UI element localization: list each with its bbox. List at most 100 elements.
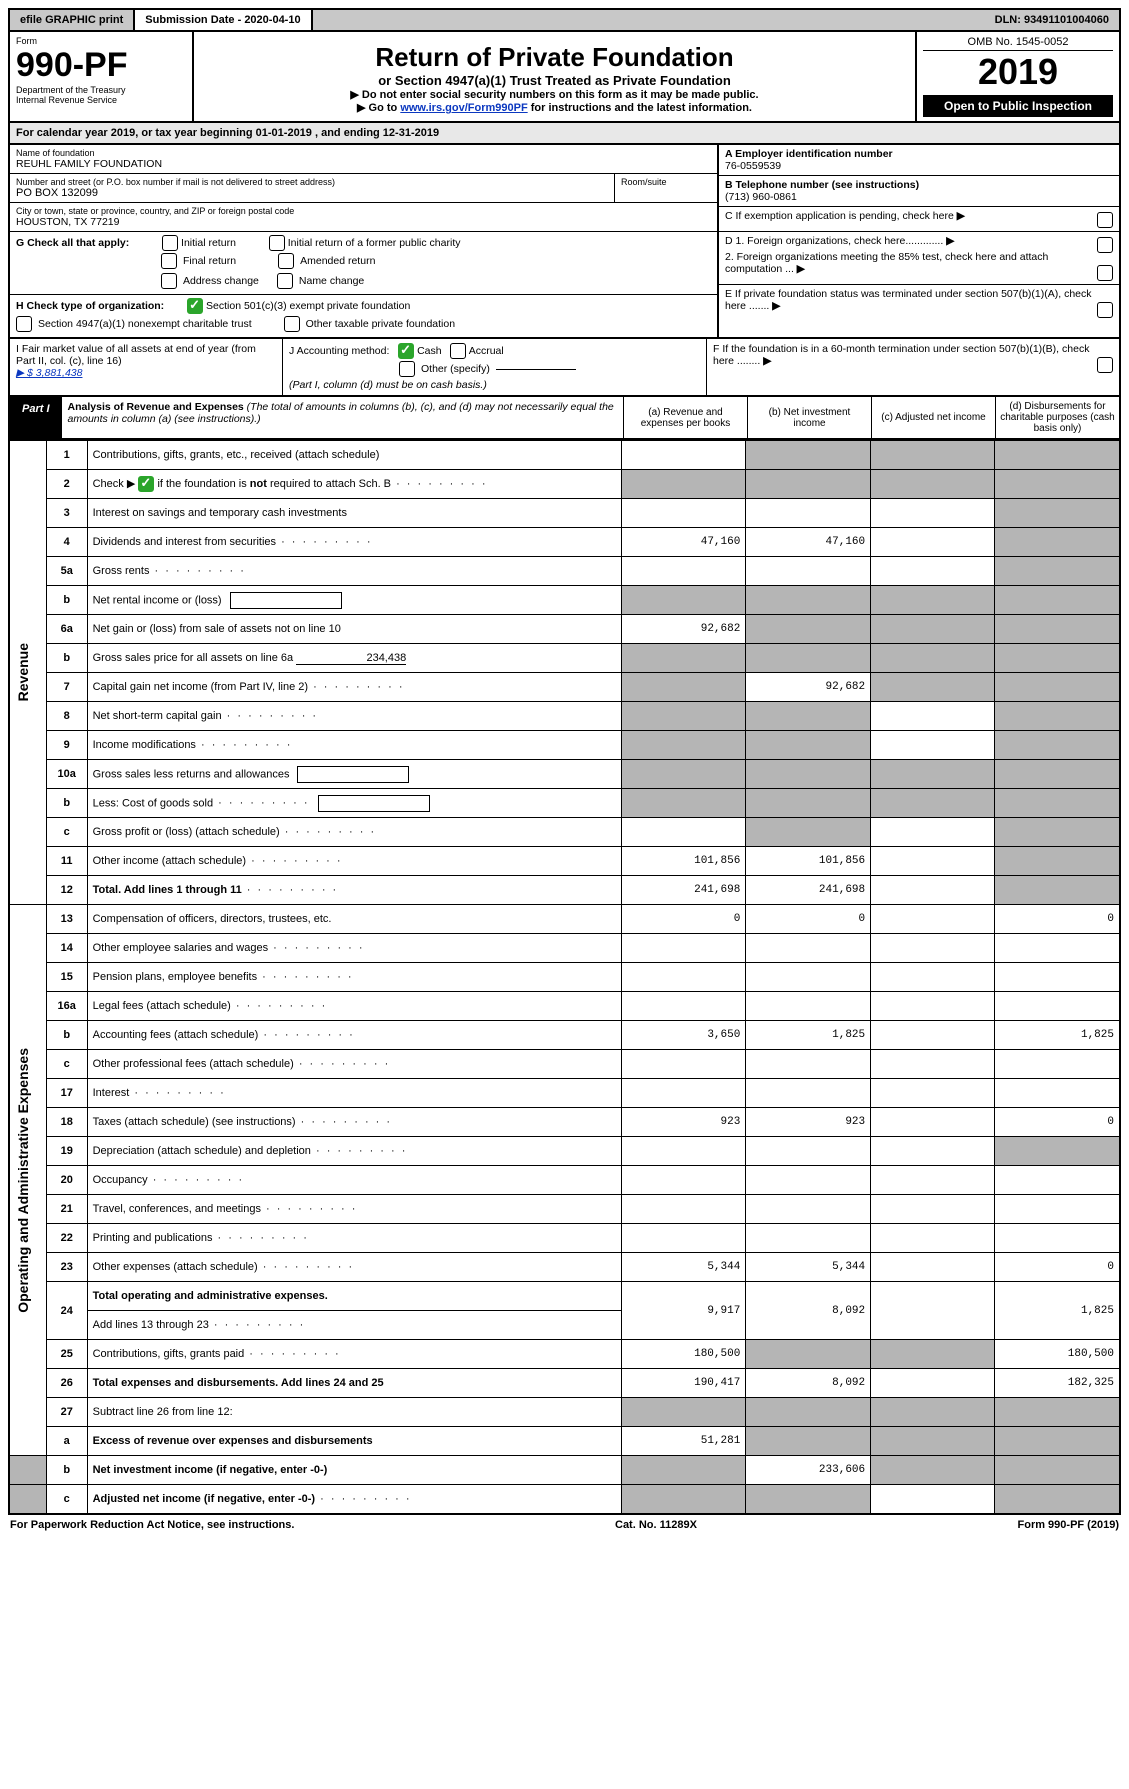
arrow-icon: ▶ [946, 235, 954, 247]
checkbox-501c3[interactable] [187, 298, 203, 314]
checkbox-507b1a[interactable] [1097, 302, 1113, 318]
year-cell: OMB No. 1545-0052 2019 Open to Public In… [917, 32, 1119, 121]
room-cell: Room/suite [614, 174, 717, 203]
val-11a: 101,856 [621, 847, 746, 876]
footer-left: For Paperwork Reduction Act Notice, see … [10, 1519, 294, 1531]
footer-right: Form 990-PF (2019) [1018, 1519, 1119, 1531]
val-16bd: 1,825 [995, 1021, 1120, 1050]
line-desc: Taxes (attach schedule) (see instruction… [87, 1108, 621, 1137]
part1-table: Revenue 1 Contributions, gifts, grants, … [8, 440, 1121, 1515]
checkbox-sch-b-not-required[interactable] [138, 476, 154, 492]
telephone-cell: B Telephone number (see instructions) (7… [719, 176, 1119, 207]
checkbox-initial-return[interactable] [162, 235, 178, 251]
dln-label: DLN: 93491101004060 [985, 10, 1119, 30]
line-desc: Pension plans, employee benefits [87, 963, 621, 992]
line-desc: Net rental income or (loss) [87, 586, 621, 615]
table-row: cOther professional fees (attach schedul… [9, 1050, 1120, 1079]
g-initial: Initial return [181, 237, 236, 249]
line-no: 1 [46, 441, 87, 470]
h-4947: Section 4947(a)(1) nonexempt charitable … [38, 318, 252, 330]
table-row: 19Depreciation (attach schedule) and dep… [9, 1137, 1120, 1166]
j-label: J Accounting method: [289, 345, 389, 357]
checkbox-4947[interactable] [16, 316, 32, 332]
table-row: 10aGross sales less returns and allowanc… [9, 760, 1120, 789]
checkbox-cash[interactable] [398, 343, 414, 359]
city-value: HOUSTON, TX 77219 [16, 216, 711, 228]
val-16ba: 3,650 [621, 1021, 746, 1050]
arrow-icon: ▶ [772, 300, 780, 312]
val-23b: 5,344 [746, 1253, 871, 1282]
val-12a: 241,698 [621, 876, 746, 905]
c-label: C If exemption application is pending, c… [725, 210, 954, 222]
line-desc: Interest [87, 1079, 621, 1108]
note-ssn: ▶ Do not enter social security numbers o… [200, 88, 909, 101]
table-row: 4Dividends and interest from securities4… [9, 528, 1120, 557]
checkbox-name-change[interactable] [277, 273, 293, 289]
address-row: Number and street (or P.O. box number if… [10, 174, 717, 203]
i-label: I Fair market value of all assets at end… [16, 343, 256, 367]
checkbox-foreign-org[interactable] [1097, 237, 1113, 253]
val-18a: 923 [621, 1108, 746, 1137]
val-24b: 8,092 [746, 1282, 871, 1340]
checkbox-final-return[interactable] [161, 253, 177, 269]
checkbox-85pct-test[interactable] [1097, 265, 1113, 281]
val-26d: 182,325 [995, 1369, 1120, 1398]
val-18b: 923 [746, 1108, 871, 1137]
checkbox-other-method[interactable] [399, 361, 415, 377]
table-row: 21Travel, conferences, and meetings [9, 1195, 1120, 1224]
table-row: bGross sales price for all assets on lin… [9, 644, 1120, 673]
table-row: 6aNet gain or (loss) from sale of assets… [9, 615, 1120, 644]
addr-label: Number and street (or P.O. box number if… [16, 177, 608, 187]
note-link: ▶ Go to www.irs.gov/Form990PF for instru… [200, 101, 909, 114]
line-desc: Net short-term capital gain [87, 702, 621, 731]
form-title: Return of Private Foundation [200, 42, 909, 73]
table-row: 26Total expenses and disbursements. Add … [9, 1369, 1120, 1398]
checkbox-exemption-pending[interactable] [1097, 212, 1113, 228]
open-to-public: Open to Public Inspection [923, 95, 1113, 117]
g-amended: Amended return [300, 255, 375, 267]
tax-year: 2019 [923, 51, 1113, 93]
note2-pre: ▶ Go to [357, 102, 400, 114]
spacer [313, 10, 985, 30]
form-instructions-link[interactable]: www.irs.gov/Form990PF [400, 102, 527, 114]
val-4b: 47,160 [746, 528, 871, 557]
checkbox-other-taxable[interactable] [284, 316, 300, 332]
line-desc: Check ▶ if the foundation is not require… [87, 470, 621, 499]
table-row: cGross profit or (loss) (attach schedule… [9, 818, 1120, 847]
checkbox-accrual[interactable] [450, 343, 466, 359]
room-label: Room/suite [621, 177, 711, 187]
table-row: 27Subtract line 26 from line 12: [9, 1398, 1120, 1427]
checkbox-address-change[interactable] [161, 273, 177, 289]
val-4a: 47,160 [621, 528, 746, 557]
line-desc: Legal fees (attach schedule) [87, 992, 621, 1021]
table-row: 18Taxes (attach schedule) (see instructi… [9, 1108, 1120, 1137]
val-24d: 1,825 [995, 1282, 1120, 1340]
line-desc: Gross profit or (loss) (attach schedule) [87, 818, 621, 847]
table-row: 8Net short-term capital gain [9, 702, 1120, 731]
name-label: Name of foundation [16, 148, 711, 158]
form-title-cell: Return of Private Foundation or Section … [194, 32, 917, 121]
footer-mid: Cat. No. 11289X [615, 1519, 697, 1531]
line-desc: Other employee salaries and wages [87, 934, 621, 963]
line-desc: Less: Cost of goods sold [87, 789, 621, 818]
street-address: PO BOX 132099 [16, 187, 608, 199]
e-cell: E If private foundation status was termi… [719, 285, 1119, 321]
checkbox-amended-return[interactable] [278, 253, 294, 269]
i-value: ▶ $ 3,881,438 [16, 367, 82, 379]
val-25d: 180,500 [995, 1340, 1120, 1369]
line-desc: Occupancy [87, 1166, 621, 1195]
line-desc: Total. Add lines 1 through 11 [87, 876, 621, 905]
efile-print-btn[interactable]: efile GRAPHIC print [10, 10, 135, 30]
line-desc: Other income (attach schedule) [87, 847, 621, 876]
checkbox-507b1b[interactable] [1097, 357, 1113, 373]
g-initial-former: Initial return of a former public charit… [288, 237, 461, 249]
part1-tab: Part I [10, 397, 62, 438]
opexp-section-label: Operating and Administrative Expenses [9, 905, 46, 1456]
checkbox-initial-former[interactable] [269, 235, 285, 251]
table-row: 5aGross rents [9, 557, 1120, 586]
table-row: Operating and Administrative Expenses 13… [9, 905, 1120, 934]
line-desc: Printing and publications [87, 1224, 621, 1253]
foundation-name: REUHL FAMILY FOUNDATION [16, 158, 711, 170]
val-23a: 5,344 [621, 1253, 746, 1282]
g-final: Final return [183, 255, 236, 267]
